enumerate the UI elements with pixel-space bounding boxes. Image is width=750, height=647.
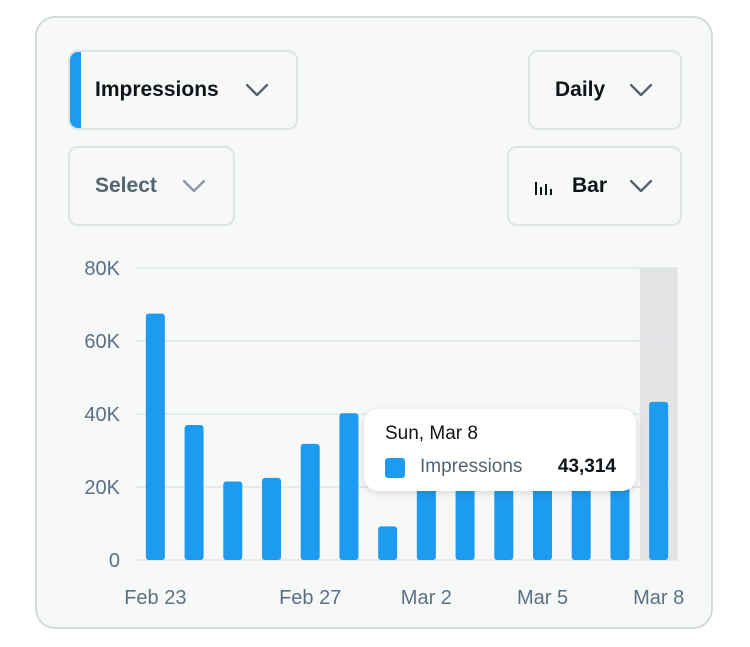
chart-tooltip: Sun, Mar 8 Impressions 43,314 <box>364 409 636 491</box>
interval-dropdown-label: Daily <box>555 78 606 101</box>
bar[interactable] <box>184 424 204 560</box>
chart-type-dropdown[interactable]: Bar <box>507 146 682 226</box>
tooltip-value: 43,314 <box>557 456 616 477</box>
metric-accent-bar <box>70 52 81 128</box>
bar[interactable] <box>262 477 281 560</box>
chart-type-dropdown-label: Bar <box>572 174 608 197</box>
compare-dropdown[interactable]: Select <box>68 146 235 226</box>
chevron-down-icon <box>246 84 268 96</box>
chevron-down-icon <box>183 180 205 192</box>
tooltip-series-name: Impressions <box>420 456 523 477</box>
chevron-down-icon <box>630 84 652 96</box>
tooltip-series-swatch <box>385 458 405 478</box>
bar[interactable] <box>649 401 669 560</box>
bar[interactable] <box>300 443 320 560</box>
bar[interactable] <box>378 526 398 560</box>
metric-dropdown-label: Impressions <box>95 78 219 101</box>
metric-dropdown[interactable]: Impressions <box>68 50 298 130</box>
tooltip-date: Sun, Mar 8 <box>385 423 478 444</box>
compare-dropdown-label: Select <box>95 174 157 197</box>
interval-dropdown[interactable]: Daily <box>528 50 682 130</box>
chevron-down-icon <box>630 180 652 192</box>
bar-chart-icon <box>535 182 552 195</box>
bar[interactable] <box>339 413 359 560</box>
bar[interactable] <box>223 481 243 560</box>
bar[interactable] <box>145 313 165 560</box>
